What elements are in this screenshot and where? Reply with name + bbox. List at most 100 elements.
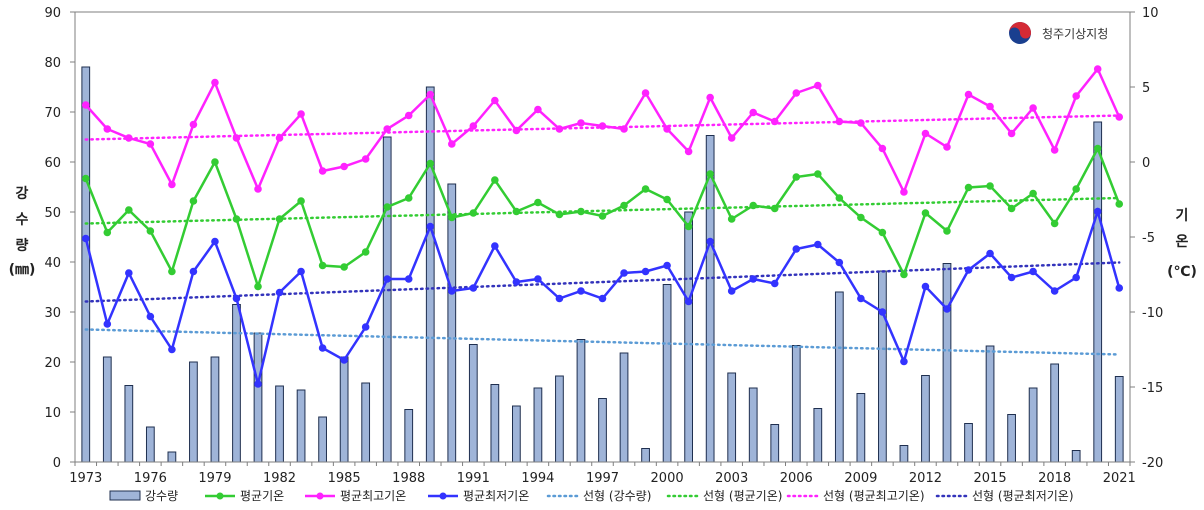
legend-label: 평균기온 bbox=[240, 489, 284, 503]
temperature-point bbox=[254, 380, 262, 388]
temperature-point bbox=[254, 185, 262, 193]
legend-label: 선형 (평균최저기온) bbox=[972, 489, 1074, 503]
legend-label: 선형 (평균최고기온) bbox=[823, 489, 925, 503]
temperature-point bbox=[577, 119, 585, 127]
temperature-point bbox=[684, 222, 693, 231]
temperature-point bbox=[857, 294, 865, 303]
temperature-point bbox=[318, 167, 327, 175]
precip-bar bbox=[361, 382, 371, 463]
precip-bar bbox=[662, 284, 672, 463]
temperature-point bbox=[943, 143, 951, 151]
temperature-point bbox=[663, 125, 671, 133]
precip-bar bbox=[1114, 376, 1124, 463]
legend-label: 강수량 bbox=[145, 489, 178, 503]
temperature-point bbox=[770, 279, 779, 288]
temperature-point bbox=[749, 275, 758, 283]
temperature-point bbox=[663, 195, 671, 204]
temperature-point bbox=[447, 140, 456, 148]
x-tick-label: 1982 bbox=[263, 471, 296, 486]
axes: 0 10 20 30 40 50 60 70 80 90 -20 -15 -10 -5 0 5 10 1973 19… bbox=[9, 6, 1197, 486]
temperature-point bbox=[125, 134, 133, 142]
left-axis-title-char: 수 bbox=[16, 212, 29, 228]
temperature-point bbox=[340, 263, 348, 271]
temperature-point bbox=[943, 305, 951, 313]
precip-bar bbox=[1050, 363, 1060, 463]
legend-label: 평균최저기온 bbox=[463, 489, 529, 503]
left-axis-title-char: 량 bbox=[16, 238, 29, 254]
temperature-point bbox=[340, 356, 348, 364]
x-tick-label: 2003 bbox=[715, 471, 748, 486]
temperature-point bbox=[232, 134, 241, 142]
temperature-point bbox=[189, 197, 198, 205]
temperature-point bbox=[1050, 146, 1059, 154]
temperature-point bbox=[146, 140, 155, 148]
temperature-point bbox=[1050, 287, 1059, 295]
precip-bar bbox=[598, 398, 607, 463]
temperature-point bbox=[641, 267, 650, 276]
left-tick-label: 10 bbox=[44, 406, 61, 421]
precip-bar bbox=[899, 445, 909, 463]
precip-bar bbox=[727, 372, 737, 463]
temperature-point bbox=[1029, 104, 1037, 112]
x-tick-label: 1988 bbox=[392, 471, 425, 486]
temperature-point bbox=[878, 308, 887, 316]
temperature-point bbox=[275, 134, 284, 142]
trend-line bbox=[84, 196, 1121, 225]
temperature-point bbox=[318, 344, 327, 352]
precip-bar bbox=[705, 135, 715, 463]
x-tick-label: 2021 bbox=[1103, 471, 1136, 486]
temperature-point bbox=[146, 312, 155, 321]
right-axis-title-char: 기 bbox=[1176, 208, 1189, 224]
temperature-point bbox=[900, 357, 908, 366]
temperature-point bbox=[620, 269, 628, 277]
temperature-point bbox=[491, 242, 499, 250]
precip-bar bbox=[167, 451, 177, 463]
temperature-point bbox=[534, 275, 542, 283]
temperature-point bbox=[512, 207, 521, 216]
temperature-point bbox=[792, 173, 801, 181]
precip-bar bbox=[964, 423, 973, 463]
temperature-point bbox=[254, 282, 262, 291]
temperature-point bbox=[1093, 207, 1102, 216]
right-tick-label: -15 bbox=[1142, 381, 1163, 396]
left-tick-label: 20 bbox=[44, 356, 61, 371]
precip-bar bbox=[382, 136, 392, 463]
precip-bar bbox=[404, 409, 414, 463]
precip-bar bbox=[189, 361, 198, 463]
temperature-point bbox=[921, 129, 930, 138]
precip-bar bbox=[102, 356, 112, 463]
temperature-point bbox=[125, 269, 133, 277]
left-axis-unit: (㎜) bbox=[9, 262, 36, 278]
temperature-point bbox=[1029, 189, 1037, 198]
precip-bar bbox=[468, 344, 478, 463]
temperature-point bbox=[921, 209, 930, 217]
precip-bar bbox=[253, 332, 263, 463]
temperature-point bbox=[598, 122, 607, 130]
temperature-point bbox=[684, 297, 693, 306]
temperature-point bbox=[684, 147, 693, 156]
temperature-point bbox=[727, 215, 736, 223]
x-tick-label: 1976 bbox=[134, 471, 167, 486]
temperature-point bbox=[986, 102, 994, 111]
temperature-point bbox=[426, 90, 435, 99]
legend-swatch-marker bbox=[439, 492, 447, 500]
left-tick-label: 50 bbox=[44, 206, 61, 221]
temperature-point bbox=[1072, 185, 1080, 193]
legend-label: 선형 (강수량) bbox=[583, 489, 651, 503]
temperature-point bbox=[620, 125, 628, 133]
precip-bar bbox=[210, 356, 220, 463]
temperature-point bbox=[986, 249, 994, 258]
temperature-point bbox=[1115, 200, 1124, 208]
legend: 강수량 평균기온 평균최고기온 평균최저기온 선형 (강수량) 선형 (평균기온) 선형 (… bbox=[109, 489, 1074, 503]
legend-swatch-bar bbox=[109, 490, 141, 501]
right-axis-unit: (℃) bbox=[1167, 264, 1197, 280]
x-tick-label: 1985 bbox=[328, 471, 361, 486]
precip-bar bbox=[296, 389, 306, 463]
temperature-point bbox=[404, 275, 413, 283]
precip-bar bbox=[748, 387, 758, 463]
temperature-point bbox=[1007, 273, 1016, 282]
x-tick-label: 2018 bbox=[1038, 471, 1071, 486]
temperature-point bbox=[857, 119, 865, 127]
temperature-point bbox=[534, 198, 542, 207]
temperature-point bbox=[426, 159, 435, 168]
